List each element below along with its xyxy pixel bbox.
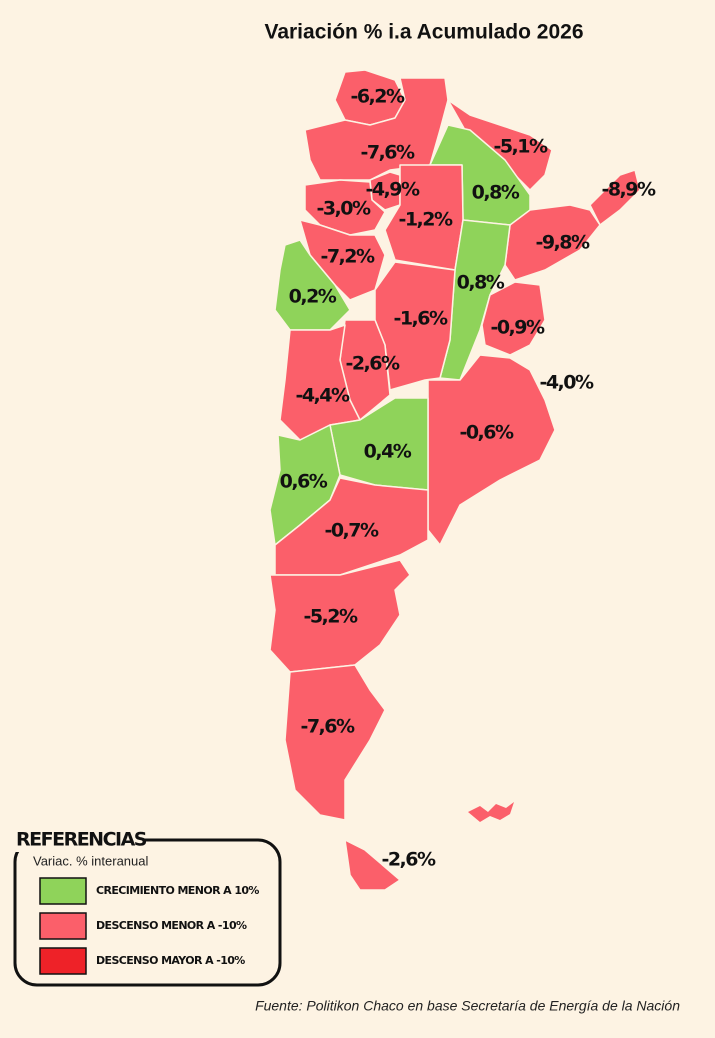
province <box>481 281 546 356</box>
province-label: 0,8% <box>472 182 520 204</box>
province-label: 0,4% <box>364 441 412 463</box>
legend-items: CRECIMIENTO MENOR A 10% DESCENSO MENOR A … <box>39 877 260 975</box>
province-label: -4,9% <box>365 179 420 201</box>
legend-label: DESCENSO MAYOR A -10% <box>96 954 245 967</box>
province-label: -2,6% <box>345 353 400 375</box>
province <box>304 179 386 236</box>
province-label: -9,8% <box>535 232 590 254</box>
province <box>284 664 386 821</box>
legend-box <box>13 838 282 987</box>
province-label: 0,2% <box>289 286 337 308</box>
legend-title: REFERENCIAS <box>16 829 147 851</box>
province-label: -6,2% <box>350 86 405 108</box>
province-label: 0,6% <box>280 471 328 493</box>
province <box>269 559 411 673</box>
province-label: -5,1% <box>493 136 548 158</box>
province-label: -4,0% <box>539 372 594 394</box>
province <box>329 397 429 491</box>
province-label: -1,2% <box>398 209 453 231</box>
province-label: -7,6% <box>360 142 415 164</box>
provinces <box>269 69 641 891</box>
province <box>344 839 401 891</box>
province <box>504 204 601 281</box>
legend-label: CRECIMIENTO MENOR A 10% <box>96 884 259 897</box>
province-label: -4,4% <box>295 385 350 407</box>
province-label: -0,9% <box>490 317 545 339</box>
title: Variación % i.a Acumulado 2026 <box>264 21 583 44</box>
province-label: -1,6% <box>393 308 448 330</box>
province-label: -7,6% <box>300 716 355 738</box>
province-label: -3,0% <box>316 198 371 220</box>
legend-label: DESCENSO MENOR A -10% <box>96 919 247 932</box>
province-label: -7,2% <box>320 246 375 268</box>
province <box>427 354 556 546</box>
legend-title-bg <box>12 826 144 852</box>
legend-swatch <box>39 912 87 940</box>
islands <box>468 802 514 822</box>
province <box>589 169 641 226</box>
legend-subtitle: Variac. % interanual <box>33 853 148 868</box>
province-label: -5,2% <box>303 606 358 628</box>
province <box>274 239 351 331</box>
province-label: 0,8% <box>457 272 505 294</box>
province-label: -2,6% <box>381 849 436 871</box>
legend-swatch <box>39 877 87 905</box>
province <box>374 261 456 391</box>
province-label: -0,6% <box>459 422 514 444</box>
province-labels: -6,2% -7,6% -5,1% 0,8% -8,9% -4,9%-3,0% -1,2% -… <box>280 86 658 871</box>
source: Fuente: Politikon Chaco en base Secretar… <box>255 998 680 1014</box>
legend-swatch <box>39 947 87 975</box>
province-label: -8,9% <box>601 179 656 201</box>
province-label: -0,7% <box>324 520 379 542</box>
